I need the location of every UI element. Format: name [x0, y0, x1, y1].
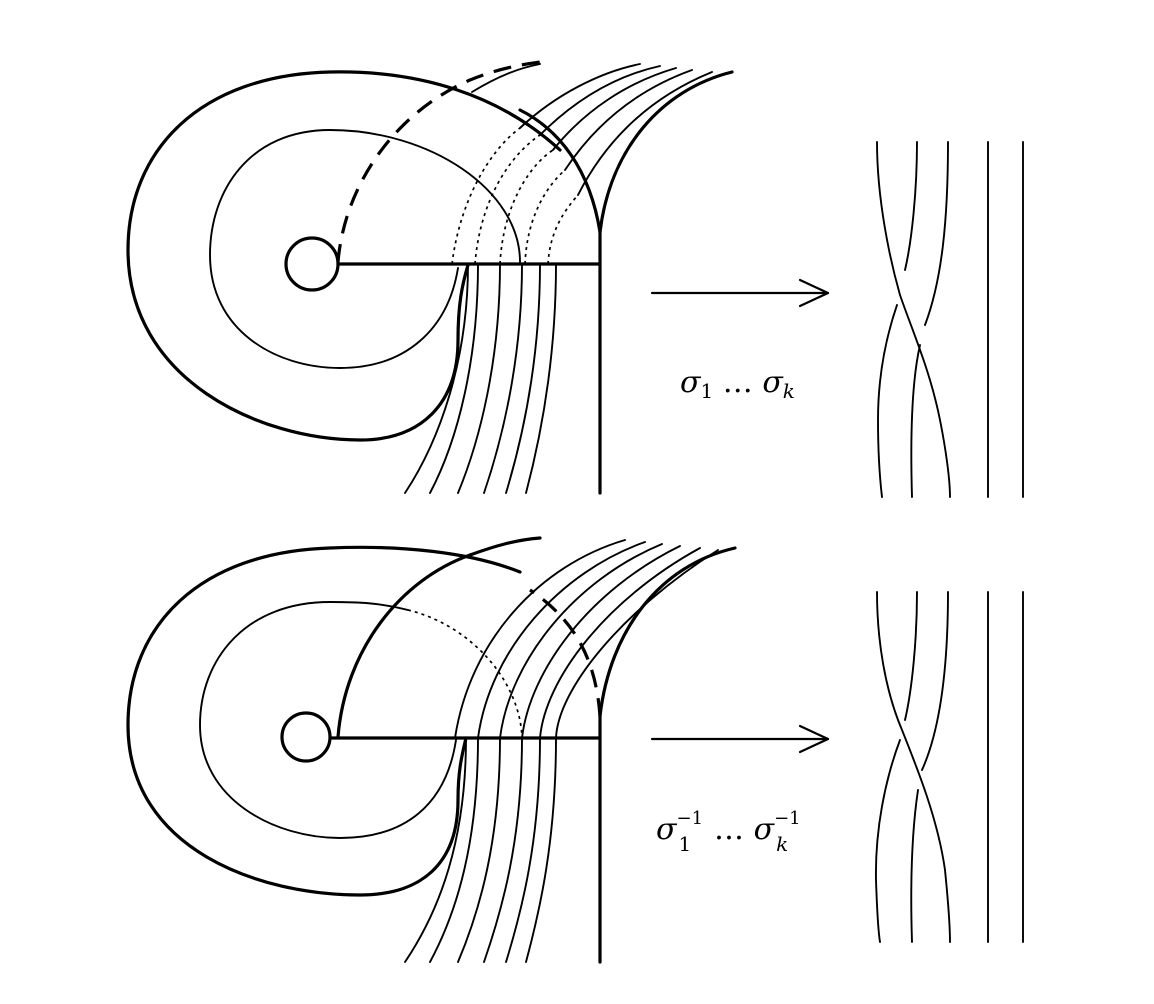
bottom-upper-curve	[598, 546, 737, 718]
top-dashed-arc	[336, 60, 541, 263]
top-braid-strand-1	[876, 141, 951, 498]
bottom-label-sigma-last: σ	[753, 812, 775, 847]
bottom-label-sigma-first: σ	[656, 812, 677, 847]
bottom-label-ellipsis: …	[714, 812, 745, 847]
bottom-braid-strand-1	[876, 591, 951, 943]
bottom-braid	[875, 591, 1024, 943]
bottom-arrow	[650, 724, 830, 754]
bottom-fan-upper	[454, 539, 719, 739]
top-braid-word-label: σ1 … σk	[680, 365, 795, 403]
bottom-inner-loop-dotted	[407, 609, 523, 739]
top-fan-upper	[519, 63, 713, 196]
top-braid-strand-3b	[910, 344, 921, 498]
top-braid-strand-3a	[924, 141, 949, 326]
bottom-braid-strand-2a	[904, 591, 918, 721]
bottom-fan-lower	[404, 737, 557, 963]
top-inner-loop	[209, 129, 521, 369]
bottom-braid-strand-3b	[910, 789, 919, 943]
top-fan-lower	[404, 263, 557, 494]
top-label-sigma-last: σ	[762, 365, 783, 400]
top-braid-strand-2a	[904, 141, 918, 271]
bottom-label-last-index: k	[776, 832, 789, 856]
top-crossing-curve	[518, 108, 602, 234]
bottom-braid-strand-2b	[875, 739, 901, 943]
top-label-sigma-first: σ	[680, 365, 701, 400]
bottom-braid-strand-3a	[921, 591, 949, 771]
top-fan-outer-thin	[471, 63, 541, 93]
top-puncture-circle	[284, 236, 340, 292]
bottom-braid-word-label: σ −1 1 … σ −1 k	[656, 810, 802, 855]
bottom-surface-picture	[126, 536, 737, 964]
bottom-outer-loop	[126, 545, 522, 897]
top-outer-loop	[126, 70, 562, 442]
bottom-dashed-arc	[529, 588, 602, 717]
bottom-solid-arc	[336, 536, 542, 739]
bottom-puncture-circle	[280, 711, 332, 763]
top-surface-picture	[126, 60, 734, 495]
top-braid	[876, 141, 1024, 498]
top-fan-dotted	[451, 127, 579, 265]
bottom-label-first-index: 1	[678, 832, 692, 856]
top-label-last-index: k	[782, 379, 795, 403]
top-upper-curve	[598, 70, 734, 234]
top-label-ellipsis: …	[722, 365, 753, 400]
top-label-first-index: 1	[700, 379, 714, 403]
bottom-label-last-exponent: −1	[774, 808, 801, 829]
bottom-label-first-exponent: −1	[676, 808, 704, 829]
top-arrow	[650, 278, 830, 308]
top-braid-strand-2b	[877, 304, 898, 498]
bottom-inner-loop	[199, 601, 457, 839]
